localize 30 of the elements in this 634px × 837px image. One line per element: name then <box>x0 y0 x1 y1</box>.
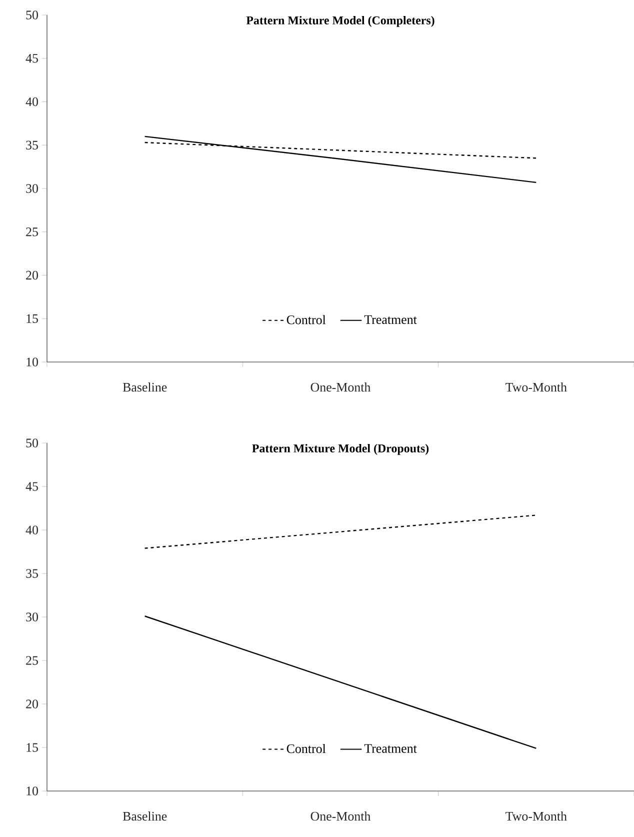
y-tick-label: 45 <box>26 482 38 491</box>
x-tick-label: Baseline <box>122 382 166 392</box>
legend-label: Control <box>286 744 326 754</box>
y-tick-label: 25 <box>26 228 38 236</box>
y-tick-label: 15 <box>26 743 38 752</box>
y-tick-label: 50 <box>26 10 38 20</box>
y-tick-label: 45 <box>26 54 38 63</box>
y-tick-label: 20 <box>26 700 38 708</box>
legend-label: Control <box>286 315 326 324</box>
legend-label: Treatment <box>364 315 417 324</box>
y-tick-label: 25 <box>26 656 38 665</box>
x-tick-label: Baseline <box>122 812 166 821</box>
y-tick-label: 35 <box>26 140 38 150</box>
x-tick-label: Two-Month <box>505 812 567 821</box>
y-tick-label: 10 <box>26 358 38 366</box>
x-tick-label: One-Month <box>310 812 370 821</box>
y-tick-label: 40 <box>26 526 38 534</box>
y-tick-label: 40 <box>26 97 38 106</box>
legend-label: Treatment <box>364 744 417 753</box>
y-tick-label: 35 <box>26 569 38 578</box>
x-tick-label: One-Month <box>310 382 370 392</box>
x-tick-label: Two-Month <box>505 382 567 392</box>
y-tick-label: 20 <box>26 270 38 280</box>
chart-title: Pattern Mixture Model (Completers) <box>246 16 434 27</box>
y-tick-label: 30 <box>26 612 38 622</box>
y-tick-label: 30 <box>26 184 38 193</box>
chart-title: Pattern Mixture Model (Dropouts) <box>252 444 428 455</box>
y-tick-label: 50 <box>26 438 38 448</box>
y-tick-label: 15 <box>26 314 38 323</box>
y-tick-label: 10 <box>26 786 38 796</box>
